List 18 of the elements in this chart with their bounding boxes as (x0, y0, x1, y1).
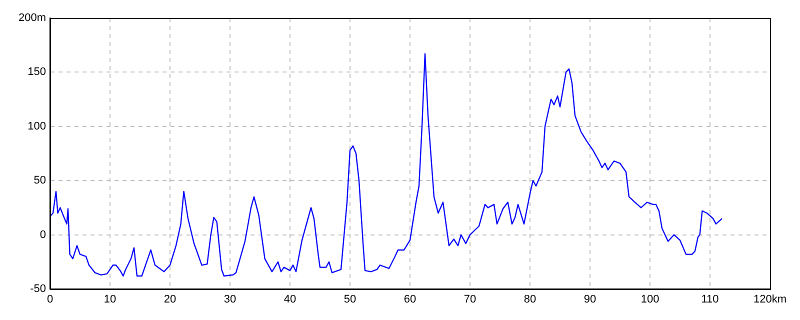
x-tick-label: 30 (224, 294, 236, 306)
x-tick-label: 110 (701, 294, 719, 306)
y-tick-label: 0 (40, 228, 46, 241)
y-tick-label: 150 (28, 66, 46, 78)
y-tick-label: -50 (30, 283, 46, 296)
x-tick-label: 40 (284, 294, 296, 306)
x-tick-label: 90 (584, 294, 596, 306)
x-tick-label: 60 (404, 294, 416, 306)
x-tick-label: 10 (104, 294, 116, 306)
x-tick-label: 120km (753, 294, 787, 306)
x-tick-label: 20 (164, 294, 176, 306)
x-tick-label: 80 (524, 294, 536, 306)
x-tick-label: 100 (640, 294, 660, 306)
x-tick-label: 70 (464, 294, 476, 306)
x-tick-label: 50 (344, 294, 356, 306)
y-tick-label: 50 (34, 174, 46, 187)
y-tick-label: 200m (18, 12, 46, 24)
y-tick-label: 100 (28, 120, 46, 132)
